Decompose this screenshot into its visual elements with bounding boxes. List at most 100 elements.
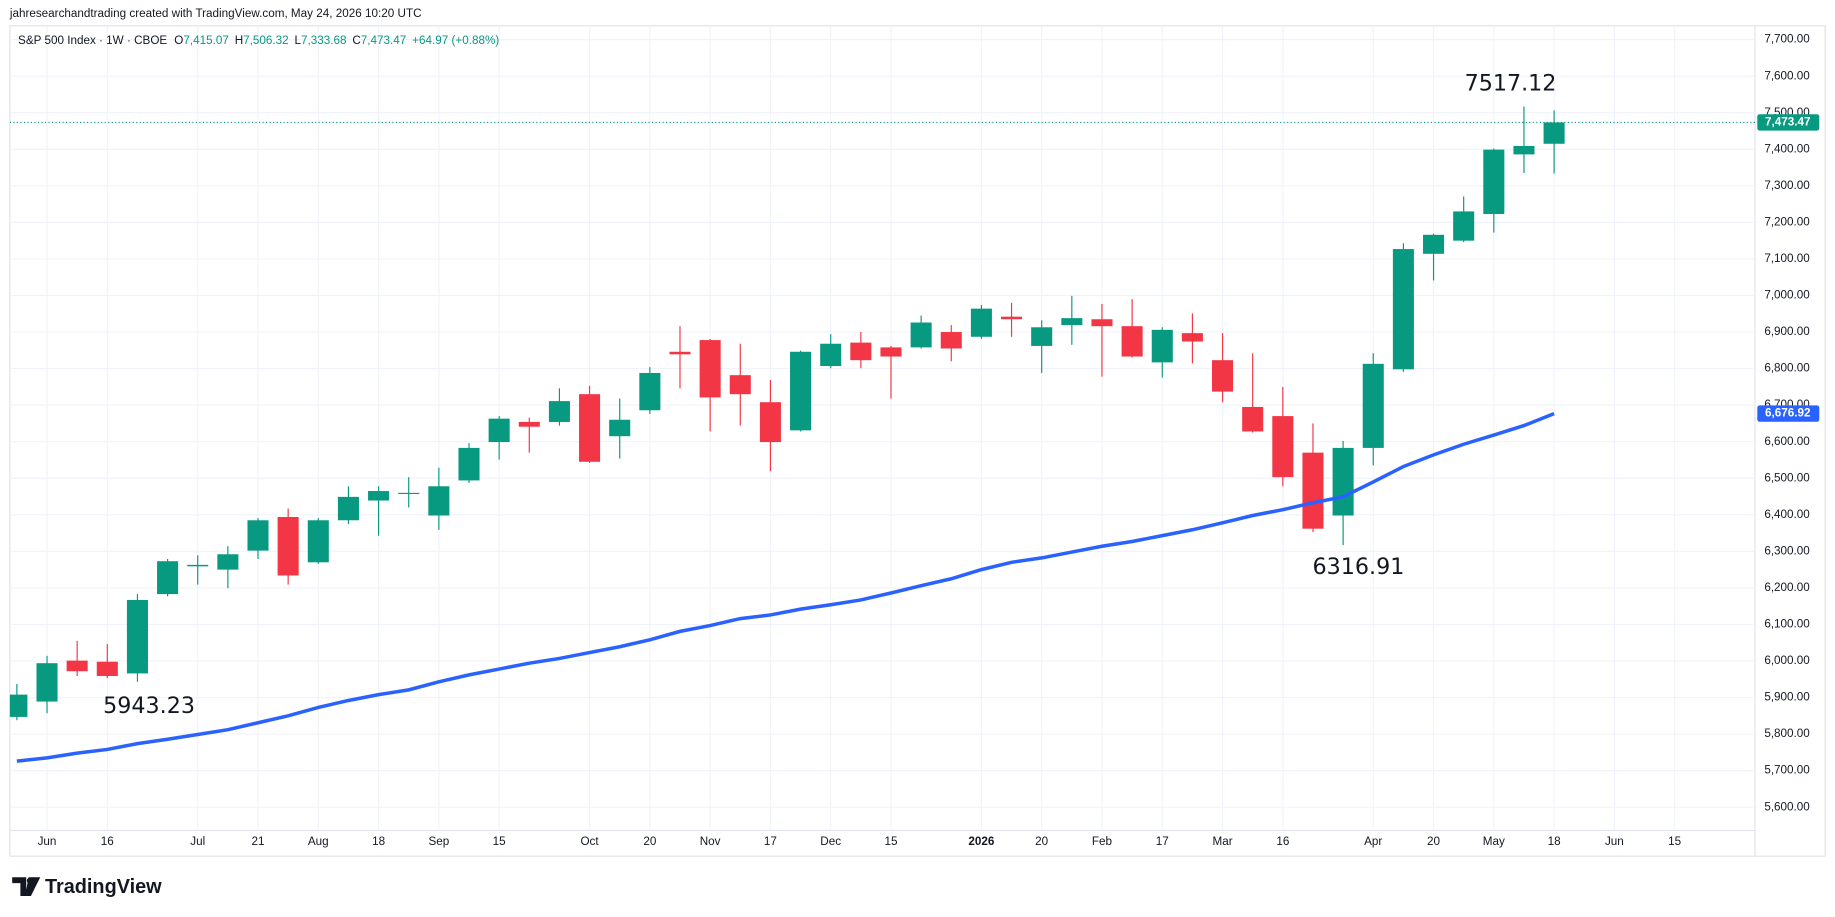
attribution: jahresearchandtrading created with Tradi…	[9, 7, 422, 20]
candle-body	[9, 694, 28, 717]
candle-body	[548, 401, 570, 422]
candle-body	[820, 343, 842, 367]
candle-body	[1212, 360, 1234, 392]
x-tick-label: Jun	[38, 835, 57, 848]
candle-body	[759, 402, 781, 443]
candle-body	[1362, 363, 1384, 448]
ohlc-letter: O	[174, 34, 183, 47]
candle-body	[187, 564, 209, 567]
candle-body	[1272, 416, 1294, 478]
y-tick-label: 5,900.00	[1764, 691, 1810, 704]
candle-body	[217, 554, 239, 570]
x-tick-label: 15	[493, 835, 507, 848]
candle-body	[880, 347, 902, 357]
x-tick-label: Oct	[580, 835, 599, 848]
x-tick-label: Sep	[428, 835, 449, 848]
legend-header: S&P 500 Index · 1W · CBOE O 7,415.07 H 7,506…	[18, 34, 499, 47]
candle-body	[940, 332, 962, 349]
y-tick-label: 6,800.00	[1764, 362, 1810, 375]
annotation: 7517.12	[1465, 71, 1557, 97]
candle-body	[1332, 447, 1354, 516]
y-tick-label: 5,800.00	[1764, 727, 1810, 740]
candle-body	[1061, 318, 1083, 326]
candle-body	[1031, 327, 1053, 346]
candle-body	[1423, 234, 1445, 254]
y-tick-label: 7,000.00	[1764, 289, 1810, 302]
x-tick-label: 20	[643, 835, 657, 848]
y-tick-label: 7,400.00	[1764, 142, 1810, 155]
y-tick-label: 7,300.00	[1764, 179, 1810, 192]
candle-body	[1392, 249, 1414, 370]
candle-body	[1453, 211, 1475, 241]
ohlc-letter: L	[294, 34, 301, 47]
candle-body	[639, 372, 661, 411]
ohlc-value: 7,415.07	[183, 34, 229, 47]
candle-body	[850, 342, 872, 361]
x-tick-label: May	[1483, 835, 1505, 848]
candle-body	[96, 661, 118, 676]
ohlc-value: 7,333.68	[301, 34, 347, 47]
x-tick-label: Dec	[820, 835, 841, 848]
brand: TradingView	[45, 876, 162, 898]
candle-body	[970, 308, 992, 337]
x-tick-label: 20	[1427, 835, 1441, 848]
candle-body	[157, 561, 179, 595]
y-tick-label: 6,900.00	[1764, 325, 1810, 338]
candle-body	[699, 340, 721, 398]
y-tick-label: 6,500.00	[1764, 471, 1810, 484]
candle-body	[1483, 149, 1505, 214]
symbol: S&P 500 Index · 1W · CBOE	[18, 34, 167, 47]
x-tick-label: 20	[1035, 835, 1049, 848]
y-tick-label: 7,200.00	[1764, 215, 1810, 228]
candle-body	[729, 375, 751, 395]
candle-body	[1302, 452, 1324, 529]
candle-body	[66, 660, 88, 672]
candle-body	[790, 351, 812, 431]
candle-body	[488, 418, 510, 443]
candle-body	[1543, 122, 1565, 144]
x-tick-label: Feb	[1092, 835, 1113, 848]
x-tick-label: 18	[1548, 835, 1561, 848]
candle-body	[518, 421, 540, 427]
candle-body	[307, 520, 329, 563]
price-label-box	[1757, 114, 1820, 131]
ma-label-box	[1757, 405, 1820, 422]
candle-body	[247, 520, 269, 551]
candle-body	[609, 419, 631, 437]
candle-body	[428, 486, 450, 516]
x-tick-label: 17	[764, 835, 777, 848]
x-tick-label: Nov	[700, 835, 721, 848]
candle-body	[368, 491, 390, 501]
ohlc-value: 7,473.47	[361, 34, 406, 47]
x-tick-label: 15	[884, 835, 898, 848]
x-tick-label: Apr	[1364, 835, 1382, 848]
y-tick-label: 6,400.00	[1764, 508, 1810, 521]
ohlc-value: 7,506.32	[243, 34, 288, 47]
y-tick-label: 6,200.00	[1764, 581, 1810, 594]
annotation: 5943.23	[103, 693, 195, 719]
candle-body	[277, 516, 299, 576]
price-label: 7,473.47	[1765, 116, 1811, 129]
candle-body	[1001, 316, 1023, 320]
change: +64.97 (+0.88%)	[412, 34, 499, 47]
y-tick-label: 7,100.00	[1764, 252, 1810, 265]
ma-label: 6,676.92	[1765, 407, 1811, 420]
y-tick-label: 6,600.00	[1764, 435, 1810, 448]
x-tick-label: 15	[1668, 835, 1682, 848]
candle-body	[910, 322, 932, 348]
x-tick-label: 16	[1276, 835, 1289, 848]
ohlc-letter: H	[235, 34, 243, 47]
y-tick-label: 5,700.00	[1764, 764, 1810, 777]
x-tick-label: 16	[101, 835, 114, 848]
ohlc-letter: C	[352, 34, 360, 47]
y-tick-label: 7,700.00	[1764, 33, 1810, 46]
grid	[9, 25, 1755, 831]
x-tick-label: Aug	[308, 835, 329, 848]
candle-body	[1151, 329, 1173, 363]
x-tick-label: Jul	[190, 835, 205, 848]
y-tick-label: 6,100.00	[1764, 618, 1810, 631]
y-tick-label: 5,600.00	[1764, 800, 1810, 813]
candle-body	[1513, 145, 1535, 155]
plot	[9, 106, 1755, 763]
